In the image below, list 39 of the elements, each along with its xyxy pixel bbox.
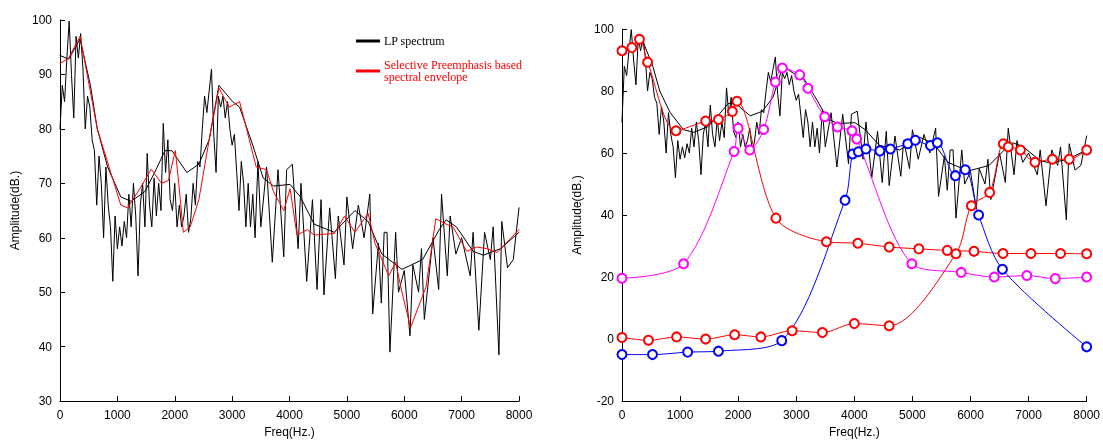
- y-axis-title: Amplitude(dB.): [570, 175, 585, 255]
- y-tick-label: 80: [38, 121, 53, 136]
- x-tick-label: 1000: [666, 408, 694, 423]
- y-tick-label: 30: [38, 394, 53, 409]
- x-tick-label: 0: [618, 408, 626, 423]
- y-tick-label: 40: [600, 208, 615, 223]
- y-tick-label: 100: [593, 22, 615, 36]
- x-tick-label: 4000: [276, 408, 304, 423]
- y-tick-label: 60: [38, 230, 53, 245]
- legend-label: LP spectrum: [384, 34, 446, 48]
- x-tick-label: 4000: [840, 408, 868, 423]
- y-tick-label: 20: [600, 270, 615, 285]
- y-tick-label: 70: [38, 176, 53, 191]
- x-tick-label: 3000: [782, 408, 810, 423]
- y-axis-title: Amplitude(dB.): [8, 170, 23, 251]
- x-tick-label: 2000: [161, 408, 189, 423]
- y-tick-label: 100: [31, 13, 53, 27]
- x-tick-label: 7000: [1015, 408, 1043, 423]
- x-tick-label: 5000: [899, 408, 927, 423]
- y-tick-label: 60: [600, 146, 615, 161]
- y-tick-label: 0: [607, 332, 615, 347]
- x-tick-label: 2000: [724, 408, 752, 423]
- x-axis-title: Freq(Hz.): [828, 425, 880, 439]
- x-tick-label: 3000: [218, 408, 246, 423]
- x-axis-title: Freq(Hz.): [264, 425, 315, 439]
- x-tick-label: 8000: [1073, 408, 1101, 423]
- y-tick-label: 40: [38, 339, 53, 354]
- y-tick-label: 80: [600, 84, 615, 99]
- x-tick-label: 1000: [104, 408, 132, 423]
- legend-label: Selective Preemphasis based spectral envelope: [384, 58, 526, 84]
- x-tick-label: 0: [56, 408, 64, 423]
- x-tick-label: 7000: [448, 408, 476, 423]
- x-tick-label: 6000: [957, 408, 985, 423]
- x-tick-label: 8000: [505, 408, 533, 423]
- y-tick-label: 50: [38, 285, 53, 300]
- x-tick-label: 6000: [390, 408, 418, 423]
- x-tick-label: 5000: [333, 408, 361, 423]
- y-tick-label: -20: [596, 394, 615, 409]
- y-tick-label: 90: [38, 67, 53, 82]
